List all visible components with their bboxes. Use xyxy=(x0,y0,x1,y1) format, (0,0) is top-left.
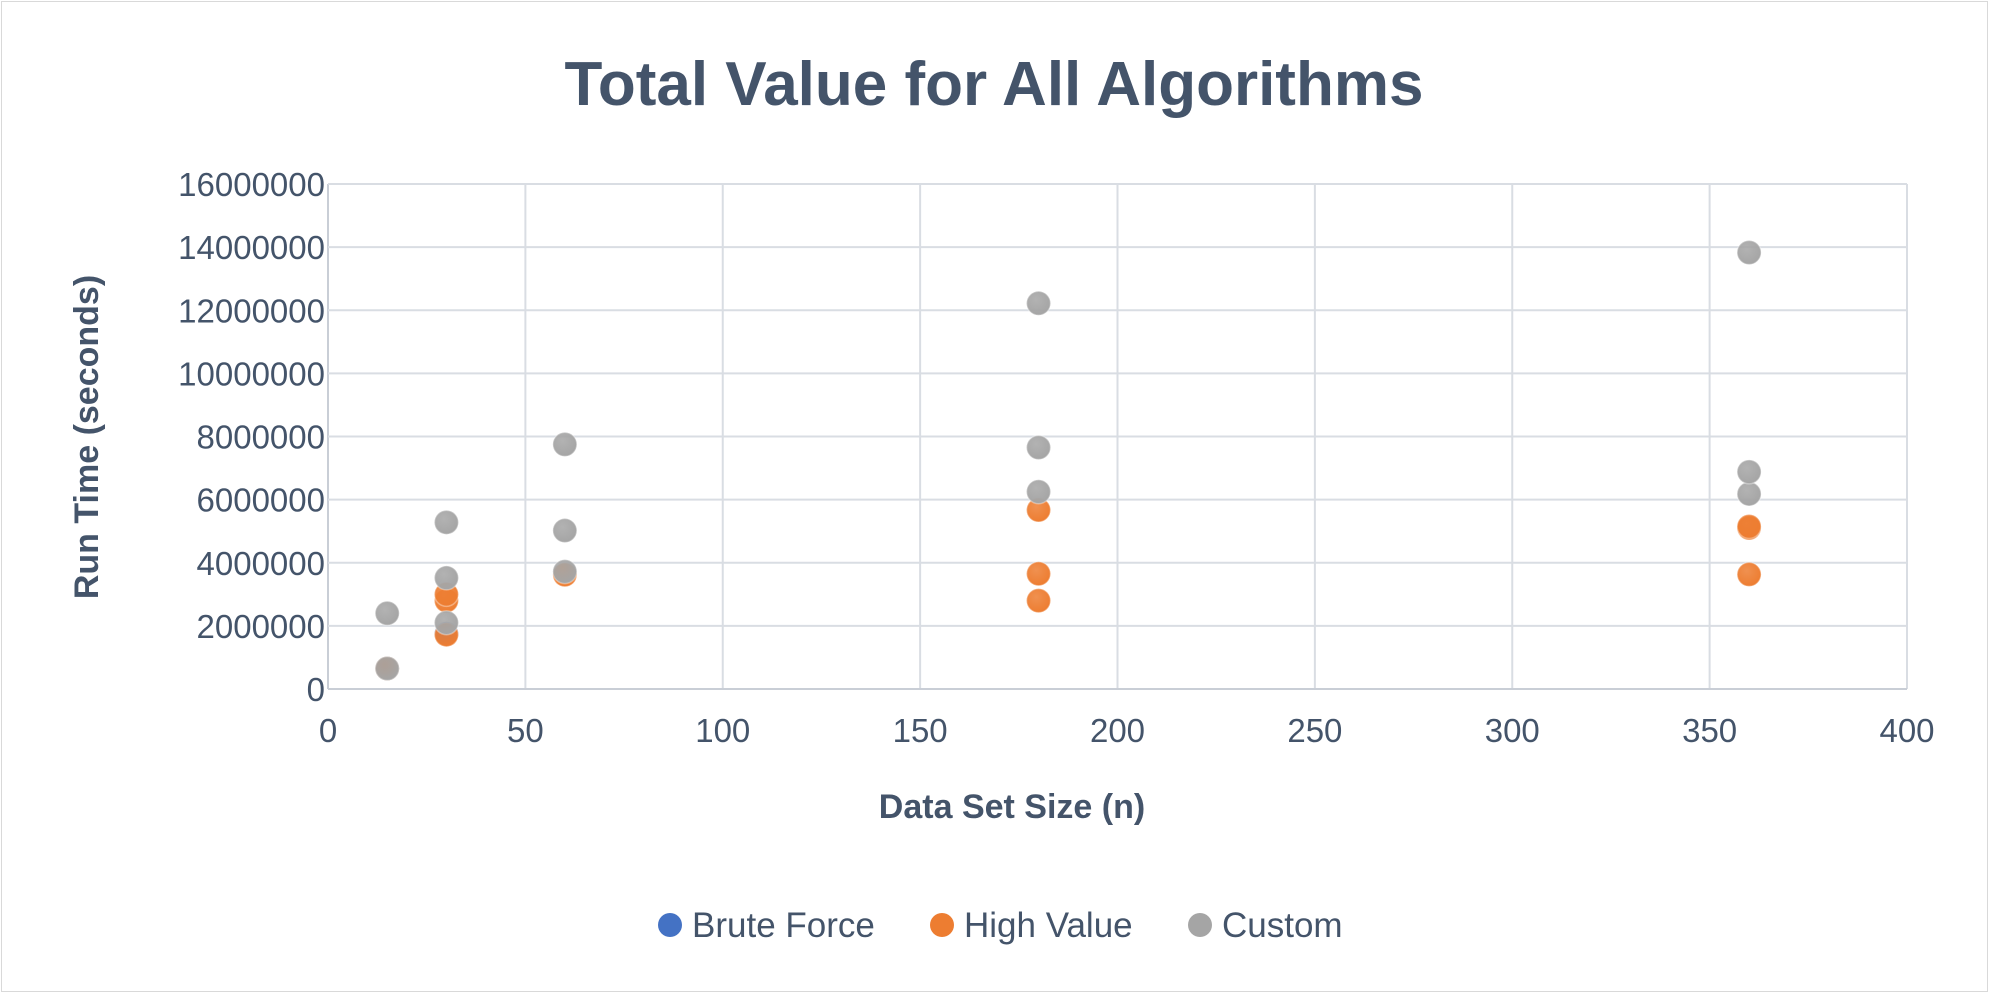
data-point xyxy=(1025,290,1052,317)
y-tick-label: 4000000 xyxy=(197,545,325,582)
chart-title: Total Value for All Algorithms xyxy=(565,50,1424,119)
data-point xyxy=(552,517,578,544)
data-point xyxy=(1025,587,1052,614)
data-point xyxy=(433,565,460,591)
series-high-value xyxy=(374,497,1762,682)
y-tick-label: 14000000 xyxy=(178,229,325,266)
y-tick-label: 6000000 xyxy=(197,482,325,519)
data-point xyxy=(374,600,400,626)
y-tick-label: 0 xyxy=(307,671,325,708)
y-tick-label: 2000000 xyxy=(197,608,325,645)
data-point xyxy=(552,558,578,585)
x-tick-label: 200 xyxy=(1090,712,1145,749)
data-points xyxy=(374,239,1762,682)
grid-layer xyxy=(327,183,1908,690)
data-point xyxy=(433,609,460,636)
tick-labels: 0 50 100 150 200 250 300 350 400 0 2000000 4000000 6… xyxy=(178,166,1934,749)
data-point xyxy=(1025,434,1052,461)
legend-label: High Value xyxy=(964,906,1133,945)
x-tick-label: 350 xyxy=(1682,712,1737,749)
x-tick-label: 50 xyxy=(507,712,544,749)
series-custom xyxy=(374,239,1762,682)
x-axis-label: Data Set Size (n) xyxy=(879,788,1145,826)
data-point xyxy=(1736,459,1762,485)
legend: Brute Force High Value Custom xyxy=(658,906,1343,945)
data-point xyxy=(552,431,578,458)
x-tick-label: 0 xyxy=(319,712,337,749)
legend-marker xyxy=(658,913,682,937)
x-tick-label: 250 xyxy=(1287,712,1342,749)
legend-marker xyxy=(930,913,954,937)
data-point xyxy=(374,655,400,682)
data-point xyxy=(1736,481,1762,507)
legend-item: Custom xyxy=(1188,906,1343,945)
legend-label: Custom xyxy=(1222,906,1343,945)
x-tick-label: 150 xyxy=(893,712,948,749)
data-point xyxy=(1736,561,1762,588)
y-tick-label: 10000000 xyxy=(178,355,325,392)
legend-item: Brute Force xyxy=(658,906,875,945)
x-tick-label: 100 xyxy=(695,712,750,749)
y-tick-label: 8000000 xyxy=(197,419,325,456)
data-point xyxy=(1736,239,1762,266)
legend-label: Brute Force xyxy=(692,906,875,945)
y-tick-label: 16000000 xyxy=(178,166,325,203)
x-tick-label: 300 xyxy=(1485,712,1540,749)
x-tick-label: 400 xyxy=(1879,712,1934,749)
data-point xyxy=(1025,478,1052,505)
legend-marker xyxy=(1188,913,1212,937)
data-point xyxy=(1736,513,1762,540)
y-tick-label: 12000000 xyxy=(178,292,325,329)
y-axis-label: Run Time (seconds) xyxy=(68,275,106,599)
data-point xyxy=(433,509,460,536)
legend-item: High Value xyxy=(930,906,1133,945)
data-point xyxy=(1025,561,1052,587)
